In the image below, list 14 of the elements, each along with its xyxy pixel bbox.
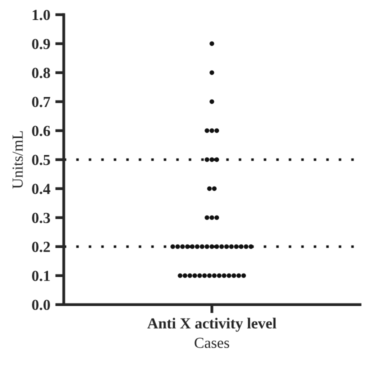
y-tick-label: 1.0 (32, 10, 50, 20)
y-tick-label: 0.5 (32, 154, 50, 166)
y-tick-label: 0.8 (32, 68, 50, 78)
y-tick-label: 0.2 (32, 242, 50, 252)
x-tick-label: Anti X activity level (147, 318, 276, 332)
y-tick-label: 0.1 (32, 270, 50, 282)
y-tick-label: 0.9 (32, 38, 50, 50)
x-axis-title: Cases (194, 338, 230, 348)
y-tick-label: 0.3 (32, 212, 50, 224)
y-tick-label: 0.0 (32, 300, 50, 310)
y-axis-title: Units/mL (12, 131, 23, 189)
y-tick-label: 0.6 (32, 126, 50, 136)
y-tick-label: 0.4 (32, 184, 50, 194)
y-tick-label: 0.7 (32, 96, 50, 108)
